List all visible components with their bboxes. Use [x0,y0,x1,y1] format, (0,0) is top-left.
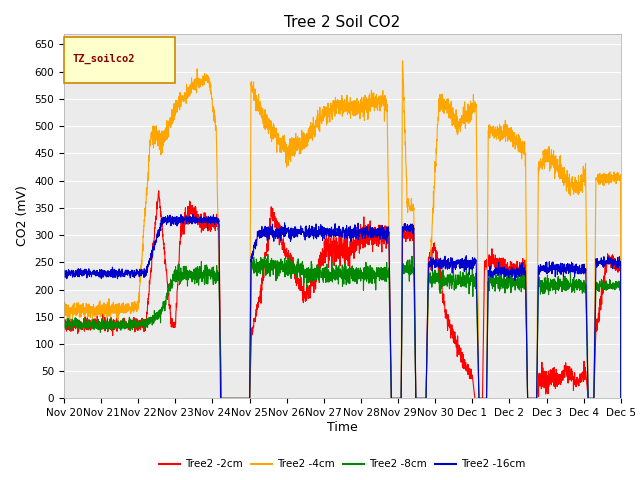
Tree2 -2cm [157,208,164,214]
Tree2 -4cm [399,58,406,64]
Tree2 -4cm [124,306,131,312]
Legend: Tree2 -2cm, Tree2 -4cm, Tree2 -8cm, Tree2 -16cm: Tree2 -2cm, Tree2 -4cm, Tree2 -8cm, Tree… [155,455,530,473]
Tree2 -8cm [264,252,272,257]
Tree2 -16cm [547,267,554,273]
Tree2 -4cm [298,128,306,133]
Line: Tree2 -4cm: Tree2 -4cm [64,61,621,398]
Tree2 -4cm [547,153,554,158]
Tree2 -2cm [218,396,225,401]
Tree2 -2cm [547,367,554,372]
Tree2 -4cm [617,396,625,401]
Tree2 -2cm [606,255,614,261]
Tree2 -8cm [218,396,225,401]
Tree2 -4cm [274,136,282,142]
Tree2 -16cm [189,211,197,217]
Tree2 -16cm [157,221,164,227]
Tree2 -4cm [606,173,614,179]
Tree2 -2cm [60,320,68,326]
Tree2 -8cm [157,320,164,326]
Tree2 -16cm [124,270,131,276]
Line: Tree2 -2cm: Tree2 -2cm [64,191,621,398]
Tree2 -16cm [617,396,625,401]
Tree2 -2cm [274,230,282,236]
Tree2 -16cm [606,256,614,262]
Text: TZ_soilco2: TZ_soilco2 [72,54,135,64]
Tree2 -4cm [218,396,225,401]
Tree2 -4cm [157,150,164,156]
Tree2 -2cm [617,396,625,401]
Tree2 -16cm [274,231,282,237]
FancyBboxPatch shape [64,37,175,83]
Title: Tree 2 Soil CO2: Tree 2 Soil CO2 [284,15,401,30]
Tree2 -16cm [60,267,68,273]
Tree2 -8cm [124,324,131,330]
Tree2 -16cm [217,396,225,401]
Tree2 -4cm [60,307,68,313]
Tree2 -8cm [617,396,625,401]
Tree2 -8cm [274,261,282,267]
Tree2 -8cm [60,321,68,326]
Line: Tree2 -8cm: Tree2 -8cm [64,254,621,398]
Tree2 -2cm [298,284,306,290]
Tree2 -2cm [124,321,131,327]
Tree2 -8cm [606,279,614,285]
Y-axis label: CO2 (mV): CO2 (mV) [16,186,29,246]
Tree2 -8cm [298,271,306,276]
X-axis label: Time: Time [327,421,358,434]
Tree2 -16cm [298,226,306,231]
Line: Tree2 -16cm: Tree2 -16cm [64,214,621,398]
Tree2 -2cm [155,188,163,193]
Tree2 -8cm [547,279,554,285]
